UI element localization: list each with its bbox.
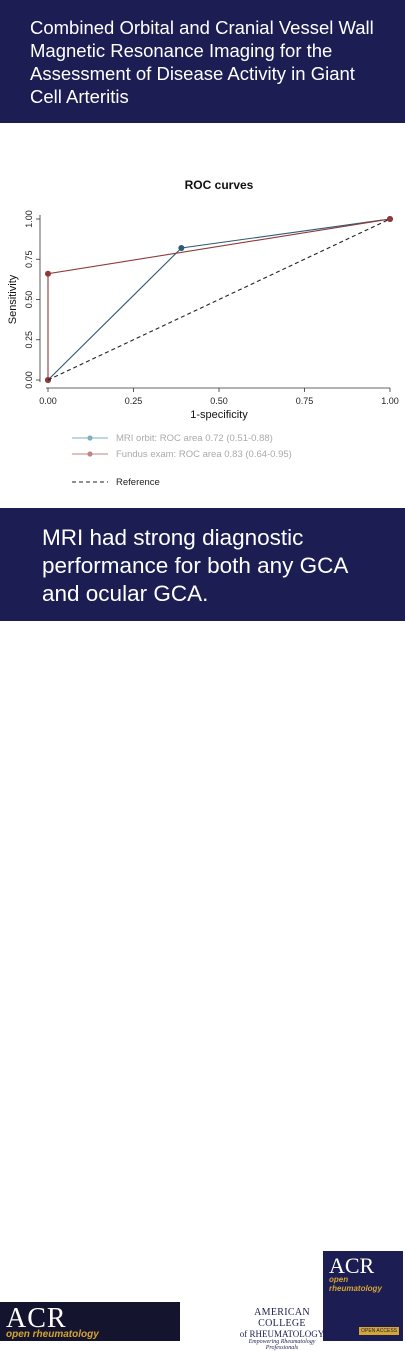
american-college-logo: AMERICAN COLLEGE of RHEUMATOLOGY Empower… (232, 1307, 332, 1351)
roc-chart-svg: ROC curves 0.00 0.25 0.50 0.75 1.00 0.00 0.25 0.… (7, 178, 399, 488)
y-tick-label: 0.25 (24, 331, 34, 349)
title-banner: Combined Orbital and Cranial Vessel Wall… (0, 0, 405, 123)
y-axis-label: Sensitivity (7, 274, 19, 324)
x-tick-label: 1.00 (381, 396, 399, 406)
x-axis-label: 1-specificity (190, 409, 248, 421)
y-tick-label: 1.00 (24, 210, 34, 228)
message-banner: MRI had strong diagnostic performance fo… (0, 508, 405, 621)
x-tick-label: 0.75 (296, 396, 314, 406)
data-point (45, 270, 51, 277)
legend-swatch-marker-2 (87, 451, 93, 457)
footer: ACR open rheumatology AMERICAN COLLEGE o… (0, 621, 405, 1351)
college-line1: AMERICAN COLLEGE (254, 1307, 310, 1329)
open-rheumatology-text: open rheumatology (6, 1329, 99, 1340)
college-tagline: Empowering Rheumatology Professionals (248, 1339, 316, 1351)
legend-label-2: Fundus exam: ROC area 0.83 (0.64-0.95) (116, 449, 292, 460)
chart-title: ROC curves (185, 178, 254, 192)
legend-label-1: MRI orbit: ROC area 0.72 (0.51-0.88) (116, 433, 273, 444)
key-message: MRI had strong diagnostic performance fo… (42, 525, 348, 606)
acr-open-rheumatology-logo: ACR open rheumatology (0, 1302, 180, 1341)
data-point (178, 244, 185, 251)
open-access-badge: OPEN ACCESS (359, 1327, 399, 1335)
y-tick-label: 0.50 (24, 291, 34, 309)
y-tick-label: 0.75 (24, 250, 34, 268)
y-tick-label: 0.00 (24, 371, 34, 389)
roc-chart: ROC curves 0.00 0.25 0.50 0.75 1.00 0.00 0.25 0.… (0, 165, 405, 500)
x-tick-label: 0.25 (125, 396, 143, 406)
legend-swatch-marker-1 (87, 435, 93, 441)
college-line2: of RHEUMATOLOGY (239, 1329, 325, 1339)
article-title: Combined Orbital and Cranial Vessel Wall… (30, 17, 374, 107)
cover-open-rheumatology-text: open rheumatology (329, 1275, 382, 1293)
x-tick-label: 0.00 (39, 396, 57, 406)
legend-label-3: Reference (116, 477, 160, 488)
journal-cover-thumbnail: ACR open rheumatology OPEN ACCESS (323, 1251, 403, 1341)
series-line-3 (47, 218, 391, 381)
x-tick-label: 0.50 (210, 396, 228, 406)
